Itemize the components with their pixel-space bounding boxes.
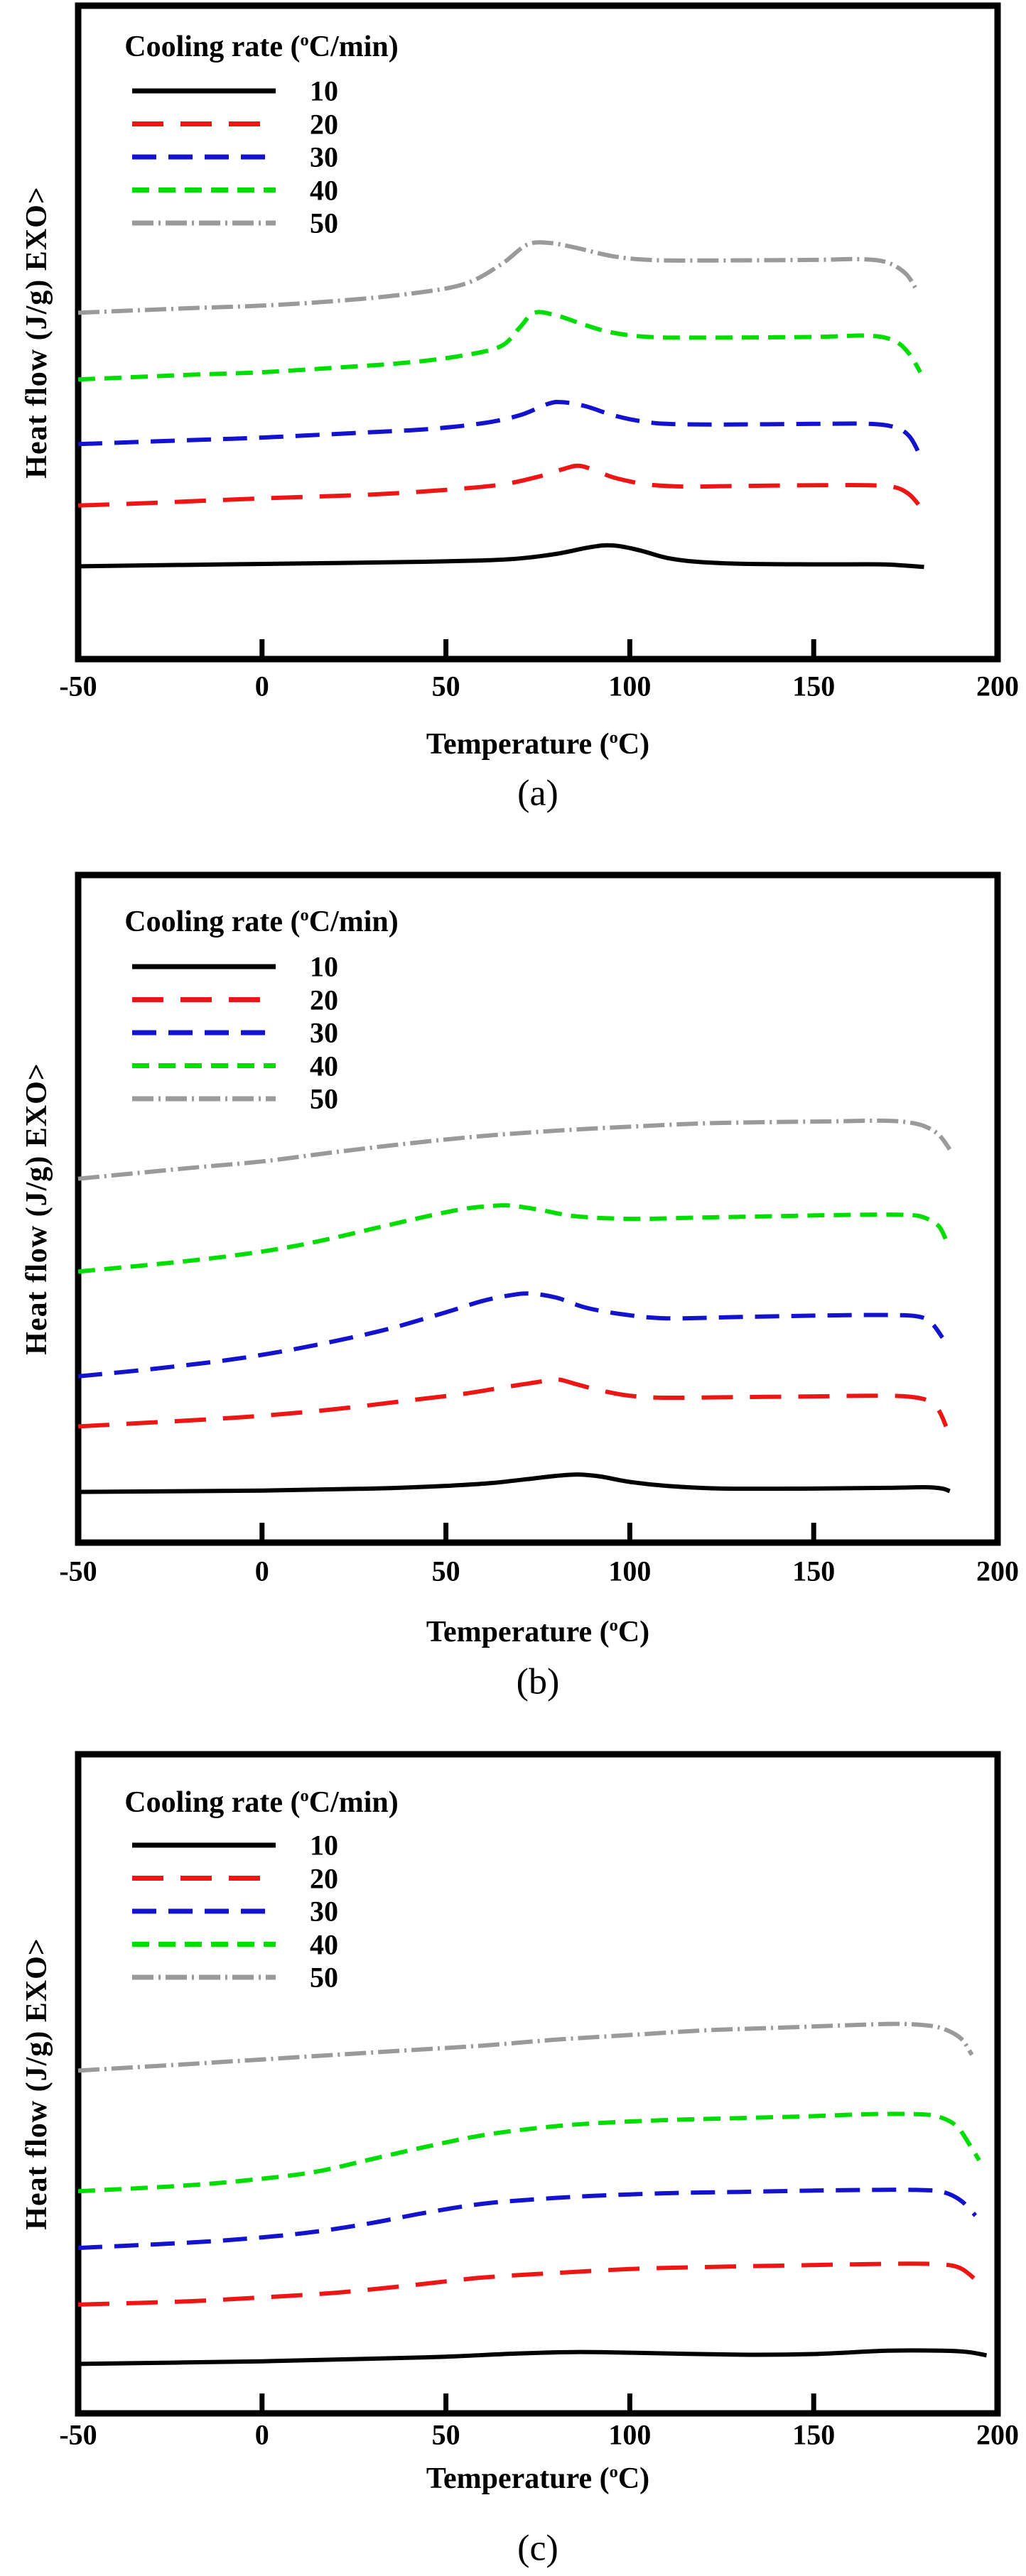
- x-tick-label-200: 200: [976, 670, 1019, 702]
- degree-superscript: o: [609, 1616, 618, 1635]
- curve-rate-20: [77, 2261, 977, 2307]
- degree-superscript: o: [300, 31, 309, 50]
- x-tick-label-50: 50: [431, 670, 460, 702]
- x-tick-label-150: 150: [792, 2418, 836, 2451]
- x-tick-label-50: 50: [431, 2418, 460, 2451]
- curve-rate-20: [77, 1377, 949, 1429]
- legend-label-rate-10: 10: [310, 950, 338, 983]
- x-tick-label-200: 200: [976, 1555, 1019, 1587]
- curve-rate-30: [77, 1291, 944, 1379]
- curve-rate-10: [77, 543, 924, 570]
- x-axis-title: Temperature (oC): [426, 1615, 649, 1649]
- curve-rate-50: [77, 1118, 952, 1181]
- panel-letter: (b): [516, 1661, 560, 1702]
- legend-title-unit: C/min): [308, 906, 399, 938]
- panel-a: Heat flow (J/g) EXO> -50 0 50 100 150 200 Tem…: [0, 0, 1026, 859]
- legend-title-unit: C/min): [308, 1786, 399, 1819]
- legend-label-rate-30: 30: [310, 141, 338, 173]
- legend-title-text: Cooling rate (: [124, 906, 301, 938]
- x-axis-title-unit: C): [617, 1616, 650, 1648]
- legend-label-rate-10: 10: [310, 75, 338, 107]
- curve-rate-10: [77, 1472, 951, 1494]
- plot-frame: [75, 871, 1001, 1546]
- x-axis-title-text: Temperature (: [426, 728, 610, 761]
- legend-title-text: Cooling rate (: [124, 31, 301, 63]
- x-axis-title-unit: C): [617, 2462, 650, 2495]
- panel-b: Heat flow (J/g) EXO> -50 0 50 100 150 200 Tem…: [0, 859, 1026, 1717]
- curve-rate-10: [77, 2348, 988, 2366]
- x-axis-title-unit: C): [617, 728, 650, 761]
- legend-title-unit: C/min): [308, 31, 399, 63]
- y-axis-label: Heat flow (J/g) EXO>: [21, 186, 53, 479]
- curve-rate-40: [77, 2112, 981, 2194]
- curve-rate-40: [77, 1203, 949, 1274]
- legend-title: Cooling rate (oC/min): [124, 30, 398, 64]
- x-tick-label--50: -50: [59, 2418, 97, 2451]
- legend-label-rate-10: 10: [310, 1829, 338, 1862]
- y-axis-label: Heat flow (J/g) EXO>: [21, 1063, 53, 1355]
- panel-c: Heat flow (J/g) EXO> -50 0 50 100 150 200 Tem…: [0, 1717, 1026, 2576]
- x-tick-label-0: 0: [254, 670, 269, 702]
- curve-rate-30: [77, 2188, 978, 2251]
- x-tick-label--50: -50: [59, 1555, 97, 1587]
- legend-label-rate-50: 50: [310, 1961, 338, 1994]
- x-axis-title: Temperature (oC): [426, 2462, 649, 2496]
- panel-letter: (a): [517, 773, 558, 814]
- x-axis-title: Temperature (oC): [426, 727, 649, 761]
- degree-superscript: o: [609, 2462, 618, 2482]
- legend-label-rate-20: 20: [310, 108, 338, 140]
- plot-area-a: [75, 2, 1001, 663]
- legend-title: Cooling rate (oC/min): [124, 905, 398, 939]
- legend-label-rate-50: 50: [310, 207, 338, 239]
- x-tick-label-0: 0: [254, 2418, 269, 2451]
- degree-superscript: o: [300, 906, 309, 925]
- x-tick-label-50: 50: [431, 1555, 460, 1587]
- plot-frame: [75, 1751, 1001, 2417]
- legend-label-rate-20: 20: [310, 1862, 338, 1894]
- x-tick-label-150: 150: [792, 670, 836, 702]
- legend-label-rate-40: 40: [310, 1050, 338, 1082]
- curve-rate-30: [77, 399, 922, 457]
- x-tick-label-200: 200: [976, 2418, 1019, 2451]
- legend-label-rate-40: 40: [310, 174, 338, 206]
- curve-rate-20: [77, 463, 922, 509]
- curve-rate-50: [77, 2021, 974, 2073]
- plot-area-b: [75, 871, 1001, 1546]
- curve-rate-40: [77, 310, 922, 382]
- legend-title: Cooling rate (oC/min): [124, 1786, 398, 1820]
- legend-label-rate-50: 50: [310, 1082, 338, 1115]
- x-tick-label-100: 100: [608, 2418, 652, 2451]
- x-tick-label-100: 100: [608, 1555, 652, 1587]
- x-tick-label--50: -50: [59, 670, 97, 702]
- degree-superscript: o: [300, 1786, 309, 1805]
- panel-letter: (c): [517, 2528, 558, 2569]
- x-axis-title-text: Temperature (: [426, 2462, 610, 2495]
- plot-area-c: [75, 1751, 1001, 2417]
- x-tick-label-100: 100: [608, 670, 652, 702]
- y-axis-label: Heat flow (J/g) EXO>: [21, 1938, 53, 2230]
- legend-label-rate-30: 30: [310, 1895, 338, 1928]
- legend-title-text: Cooling rate (: [124, 1786, 301, 1819]
- curve-rate-50: [77, 240, 919, 315]
- degree-superscript: o: [609, 728, 618, 747]
- legend-label-rate-30: 30: [310, 1016, 338, 1049]
- legend-label-rate-20: 20: [310, 984, 338, 1016]
- x-tick-label-0: 0: [254, 1555, 269, 1587]
- x-axis-title-text: Temperature (: [426, 1616, 610, 1648]
- x-tick-label-150: 150: [792, 1555, 836, 1587]
- plot-frame: [75, 2, 1001, 663]
- legend-label-rate-40: 40: [310, 1928, 338, 1960]
